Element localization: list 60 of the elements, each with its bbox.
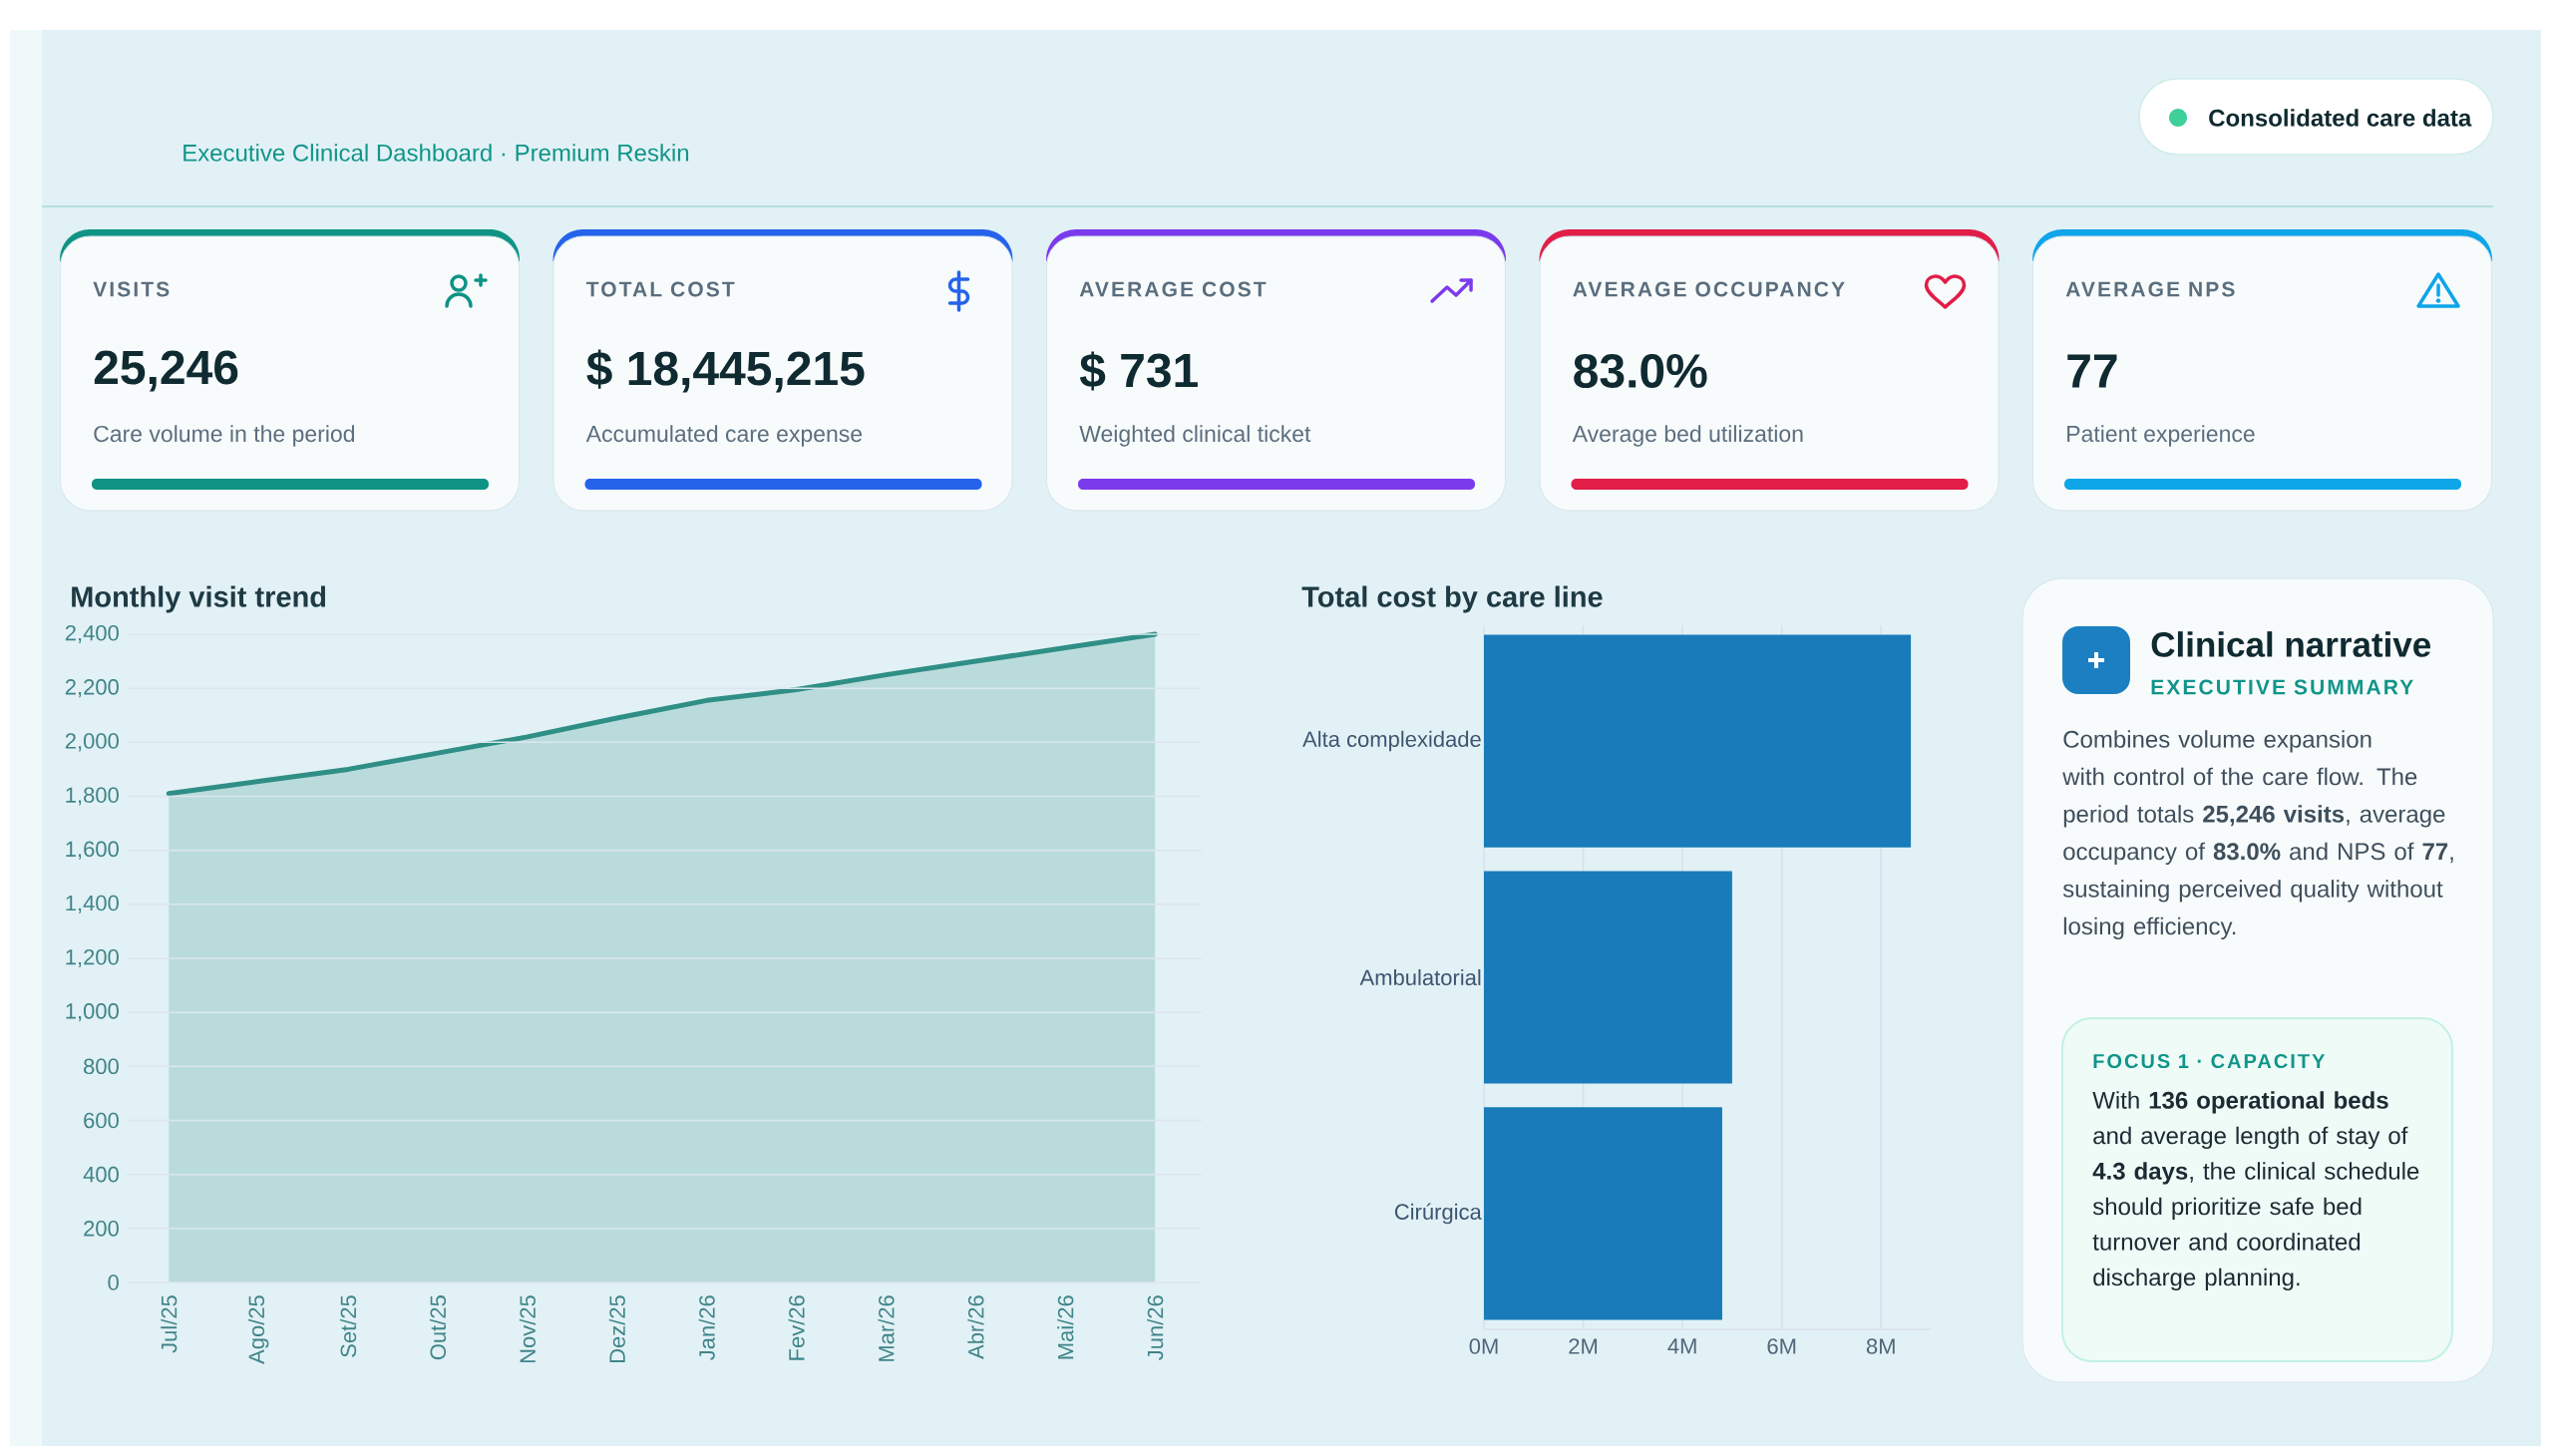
y-tick-label: 1,800: [66, 787, 119, 806]
x-tick-label: Mar/26: [878, 1295, 895, 1361]
text: AVERAGE OCCUPANCY: [1573, 281, 1845, 297]
y-tick-label: 200: [84, 1221, 119, 1237]
y-tick-label: 1,600: [66, 841, 119, 860]
x-tick-label: 4M: [1667, 1338, 1696, 1354]
text: VISITS: [93, 281, 170, 297]
text: 83.0%: [1574, 353, 1707, 389]
x-tick-label: Mai/26: [1057, 1295, 1074, 1359]
text: $ 18,445,215: [586, 349, 865, 393]
x-tick-label: Set/25: [339, 1295, 357, 1357]
text: TOTAL COST: [585, 281, 735, 297]
text: AVERAGE COST: [1079, 281, 1267, 297]
y-tick-label: 800: [84, 1058, 119, 1075]
y-tick-label: 2,000: [65, 733, 119, 752]
text: Care volume in the period: [94, 425, 355, 447]
y-tick-label: Alta complexidade: [1302, 730, 1481, 752]
text: Executive Clinical Dashboard · Premium Reskin: [183, 144, 689, 162]
x-tick-label: Abr/26: [967, 1295, 984, 1359]
y-tick-label: 1,000: [66, 1003, 119, 1022]
x-tick-label: Jul/25: [161, 1295, 178, 1353]
y-tick-label: 400: [83, 1166, 119, 1183]
x-tick-label: Jan/26: [698, 1295, 715, 1360]
y-tick-label: 600: [84, 1112, 119, 1129]
y-tick-label: 1,200: [66, 948, 119, 968]
text: Consolidated care data: [2209, 109, 2472, 127]
bar: [1484, 1107, 1722, 1320]
text: Average bed utilization: [1572, 425, 1803, 447]
y-tick-label: Ambulatorial: [1359, 968, 1481, 986]
x-tick-label: Jun/26: [1147, 1295, 1164, 1360]
x-tick-label: Dez/25: [608, 1295, 625, 1363]
text: 77: [2067, 354, 2117, 388]
x-tick-label: 6M: [1767, 1338, 1796, 1354]
y-tick-label: Cirúrgica: [1394, 1203, 1482, 1225]
y-tick-label: 2,200: [65, 679, 119, 698]
chart-title: Monthly visit trend: [72, 585, 326, 613]
bar: [1484, 634, 1912, 848]
x-tick-label: Out/25: [429, 1295, 447, 1360]
text: AVERAGE NPS: [2065, 281, 2235, 297]
y-tick-label: 2,400: [65, 624, 119, 644]
text: FOCUS 1 · CAPACITY: [2093, 1053, 2326, 1069]
text: 25,246: [94, 350, 238, 392]
x-tick-label: 8M: [1866, 1338, 1895, 1354]
x-tick-label: 2M: [1569, 1338, 1598, 1354]
x-tick-label: 0M: [1469, 1338, 1498, 1354]
text: Clinical narrative: [2151, 631, 2431, 657]
y-tick-label: 0: [108, 1274, 119, 1290]
bar: [1484, 871, 1732, 1084]
text: EXECUTIVE SUMMARY: [2151, 679, 2413, 695]
chart-title: Total cost by care line: [1301, 585, 1603, 613]
text: Combines volume expansion with control of the care flow. The period totals 25,246 visits, average occupancy of 83.0% and NPS of 77, sustaining perceived quality without losing efficiency.: [2062, 730, 2453, 940]
x-tick-label: Nov/25: [519, 1295, 536, 1363]
text: Patient experience: [2067, 425, 2255, 447]
text: Accumulated care expense: [585, 425, 863, 447]
text: With 136 operational beds and average length of stay of 4.3 days, the clinical schedule should prioritize safe bed turnover and coordinated discharge planning.: [2092, 1091, 2419, 1291]
text: $ 731: [1079, 351, 1198, 391]
text: Weighted clinical ticket: [1079, 425, 1311, 447]
x-tick-label: Ago/25: [247, 1295, 269, 1364]
x-tick-label: Fev/26: [788, 1295, 805, 1360]
y-tick-label: 1,400: [66, 895, 119, 913]
